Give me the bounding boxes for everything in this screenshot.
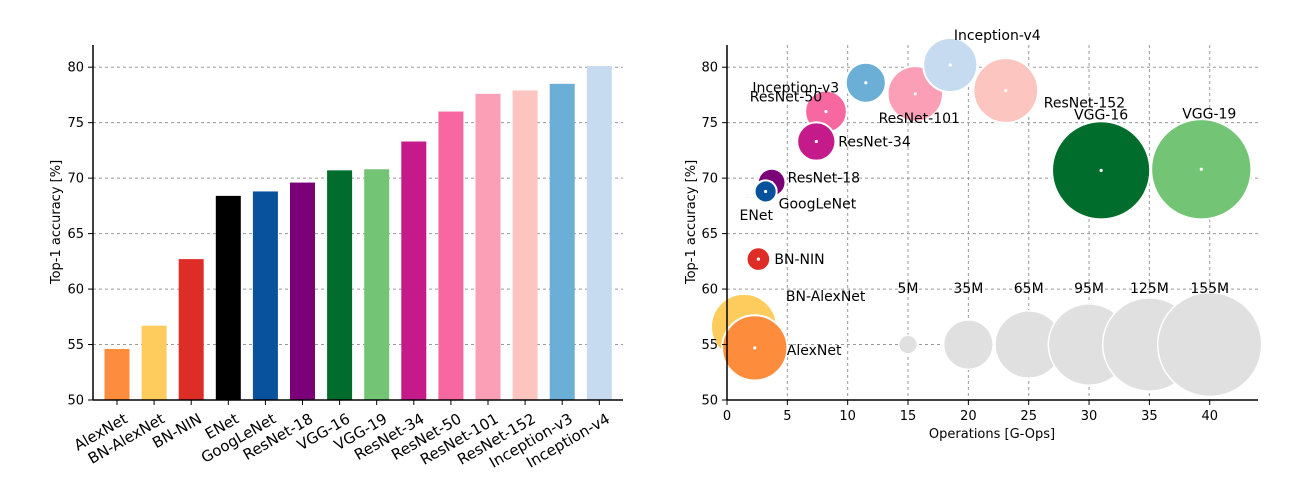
bar-y-tick-label: 55 (67, 338, 84, 353)
bubble-label-inception-v3: Inception-v3 (752, 81, 839, 97)
bubble-center-vgg-16 (1099, 168, 1103, 172)
bar-vgg-16 (327, 170, 353, 400)
bar-resnet-152 (512, 90, 538, 400)
bubble-label-resnet-18: ResNet-18 (788, 171, 860, 187)
size-legend-bubble-35m (942, 319, 994, 370)
bubble-center-enet (745, 194, 750, 198)
size-legend-label: 95M (1074, 281, 1104, 297)
bubble-center-resnet-152 (1004, 88, 1008, 93)
size-legend-label: 5M (898, 281, 919, 297)
size-legend-bubble-155m (1156, 291, 1263, 398)
bubble-label-resnet-34: ResNet-34 (838, 135, 911, 151)
bubble-x-axis-label: Operations [G-Ops] (929, 427, 1055, 442)
bubble-center-resnet-101 (913, 92, 917, 96)
bar-enet (215, 195, 241, 400)
bubble-center-resnet-34 (814, 139, 818, 144)
bubble-center-bn-nin (756, 257, 760, 261)
bubble-x-tick-label: 20 (960, 409, 977, 424)
bar-inception-v4 (586, 66, 612, 400)
bar-vgg-19 (364, 169, 390, 400)
bar-y-tick-label: 50 (67, 394, 84, 409)
bar-resnet-34 (401, 141, 427, 400)
bubble-label-googlenet: GoogLeNet (779, 196, 857, 212)
bubble-x-tick-label: 40 (1201, 409, 1218, 424)
bubble-x-tick-label: 35 (1141, 409, 1158, 424)
bubble-label-resnet-50: ResNet-50 (750, 90, 822, 106)
bar-alexnet (104, 348, 130, 400)
bar-y-tick-label: 70 (67, 172, 84, 187)
bubble-label-enet: ENet (740, 208, 774, 224)
bar-y-tick-label: 75 (67, 116, 84, 131)
bubble-x-tick-label: 15 (900, 409, 917, 424)
bar-resnet-18 (290, 182, 315, 400)
bubble-label-bn-nin: BN-NIN (774, 252, 824, 268)
bubble-label-bn-alexnet: BN-AlexNet (786, 289, 866, 305)
bubble-center-googlenet (764, 189, 768, 194)
bubble-y-tick-label: 70 (701, 172, 718, 187)
size-legend-label: 65M (1014, 281, 1044, 297)
bar-resnet-50 (438, 111, 464, 400)
bubble-y-tick-label: 60 (701, 283, 718, 298)
bubble-y-axis-label: Top-1 accuracy [%] (684, 160, 699, 285)
bubble-y-tick-label: 65 (701, 227, 718, 242)
bubble-center-vgg-19 (1199, 167, 1203, 171)
bubble-chart: 5M 35M 65M 95M 125M 155M 50 55 60 65 70 75 80 0 5 10 15… (684, 28, 1263, 442)
bar-y-tick-label: 65 (67, 227, 84, 242)
size-legend-label: 155M (1190, 281, 1229, 297)
bar-bn-alexnet (141, 325, 167, 400)
bar-googlenet (252, 191, 278, 400)
bubble-y-tick-label: 55 (701, 338, 718, 353)
bubble-y-tick-label: 75 (701, 116, 718, 131)
bubble-y-tick-label: 50 (701, 394, 718, 409)
bar-inception-v3 (549, 83, 575, 400)
bar-y-axis-label: Top-1 accuracy [%] (49, 160, 64, 285)
bubble-x-tick-label: 10 (839, 409, 856, 424)
bar-chart: 50556065707580AlexNetBN-AlexNetBN-NINENe… (49, 45, 623, 472)
bubble-label-alexnet: AlexNet (787, 343, 842, 359)
bubble-x-tick-label: 5 (783, 409, 791, 424)
bubble-x-tick-label: 25 (1020, 409, 1037, 424)
size-legend-label: 35M (953, 281, 983, 297)
size-legend-bubble-5m (897, 334, 919, 355)
bubble-label-vgg-19: VGG-19 (1182, 106, 1236, 122)
bar-y-tick-label: 60 (67, 283, 84, 298)
bubble-center-alexnet (753, 346, 757, 350)
bubble-center-inception-v4 (948, 63, 952, 67)
bubble-x-tick-label: 0 (723, 409, 731, 424)
bubble-label-resnet-152: ResNet-152 (1044, 95, 1125, 111)
bubble-center-resnet-50 (824, 109, 828, 114)
bar-resnet-101 (475, 93, 501, 400)
bubble-label-vgg-16: VGG-16 (1074, 107, 1128, 123)
bar-bn-nin (178, 259, 204, 400)
bubble-label-inception-v4: Inception-v4 (954, 28, 1041, 44)
bubble-center-inception-v3 (864, 81, 868, 85)
size-legend-label: 125M (1130, 281, 1169, 297)
bubble-x-tick-label: 30 (1081, 409, 1098, 424)
bubble-y-tick-label: 80 (701, 61, 718, 76)
bar-y-tick-label: 80 (67, 61, 84, 76)
bubble-label-resnet-101: ResNet-101 (879, 111, 960, 127)
